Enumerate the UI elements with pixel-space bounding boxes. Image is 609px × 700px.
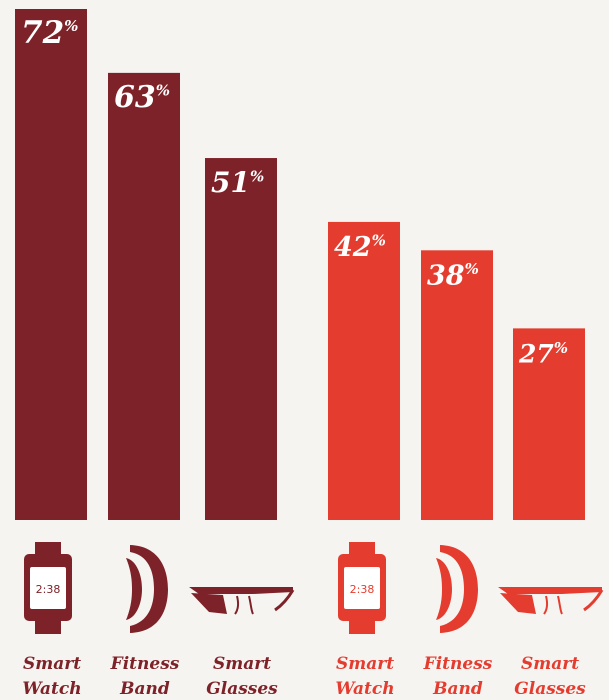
watch-time-text-1: 2:38: [350, 583, 375, 596]
bar-value-label-1-0: 42%: [334, 232, 386, 263]
bar-1-2: [513, 328, 585, 520]
watch-time-text-0: 2:38: [36, 583, 61, 596]
glasses-lens-left-0: [234, 595, 240, 615]
glasses-prism-0: [191, 593, 227, 614]
glasses-frame-1: [498, 587, 602, 594]
band-inner-1: [436, 558, 452, 620]
category-label-line1-1-2: Smart: [521, 654, 579, 674]
glasses-prism-1: [500, 593, 536, 614]
bar-1-1: [421, 250, 493, 521]
bar-value-label-0-0: 72%: [21, 15, 78, 51]
bars-layer: 72% 63% 51% 42% 38% 27%: [15, 9, 585, 521]
glasses-lens-right-0: [248, 595, 254, 615]
bar-0-0: [15, 9, 87, 520]
category-label-line2-0-2: Glasses: [206, 679, 278, 699]
bar-value-label-1-1: 38%: [427, 260, 479, 291]
watch-strap-top-0: [35, 542, 61, 556]
smart-glasses-icon-1: [498, 587, 604, 615]
watch-screen-1: [344, 567, 380, 609]
category-label-line1-0-1: Fitness: [110, 654, 180, 674]
category-label-line2-0-1: Band: [119, 679, 170, 699]
category-label-line2-1-1: Band: [432, 679, 483, 699]
band-outer-0: [130, 545, 168, 633]
category-label-line1-1-0: Smart: [336, 654, 394, 674]
bar-0-2: [205, 158, 277, 520]
smart-watch-icon-1: 2:38: [338, 542, 386, 634]
category-label-line1-1-1: Fitness: [423, 654, 493, 674]
watch-strap-bottom-1: [349, 619, 375, 634]
icons-layer: 2:38 2:38: [24, 542, 604, 634]
category-label-line1-0-0: Smart: [23, 654, 81, 674]
smart-glasses-icon-0: [189, 587, 295, 615]
bar-value-label-0-2: 51%: [211, 166, 264, 199]
glasses-arm-1: [583, 589, 604, 612]
glasses-frame-0: [189, 587, 293, 594]
category-labels-layer: Smart Watch Fitness Band Smart Glasses Smart Wa…: [22, 654, 586, 699]
category-label-line2-1-0: Watch: [335, 679, 394, 699]
category-label-line2-0-0: Watch: [22, 679, 81, 699]
glasses-lens-left-1: [543, 595, 549, 615]
glasses-lens-right-1: [557, 595, 563, 615]
fitness-band-icon-0: [126, 545, 168, 633]
glasses-arm-0: [274, 589, 295, 612]
watch-screen-0: [30, 567, 66, 609]
bar-value-label-0-1: 63%: [114, 80, 170, 115]
band-outer-1: [440, 545, 478, 633]
bar-value-label-1-2: 27%: [518, 339, 568, 369]
fitness-band-icon-1: [436, 545, 478, 633]
bar-0-1: [108, 72, 180, 520]
category-label-line1-0-2: Smart: [213, 654, 271, 674]
band-inner-0: [126, 558, 142, 620]
category-label-line2-1-2: Glasses: [514, 679, 586, 699]
smart-watch-icon-0: 2:38: [24, 542, 72, 634]
bar-1-0: [328, 221, 400, 520]
watch-strap-top-1: [349, 542, 375, 556]
watch-strap-bottom-0: [35, 619, 61, 634]
